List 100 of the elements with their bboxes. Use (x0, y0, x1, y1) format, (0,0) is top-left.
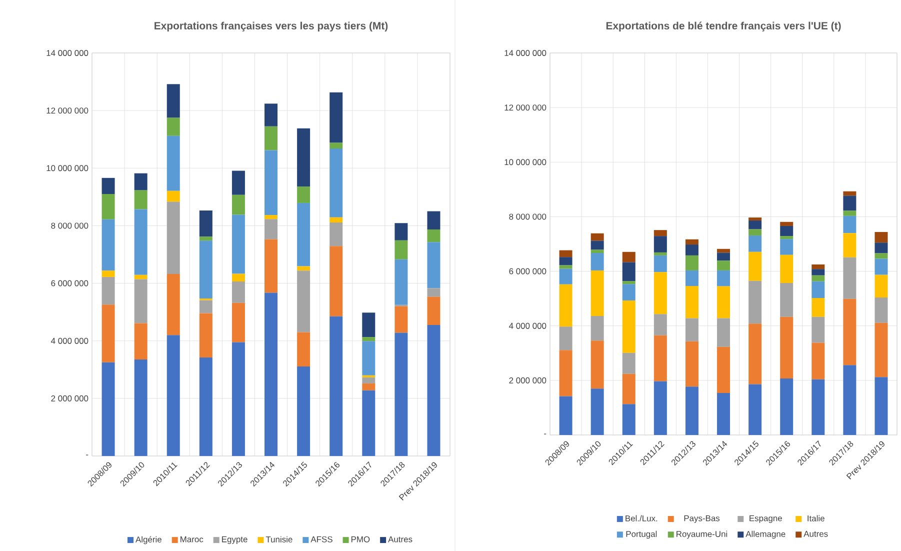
bar (362, 337, 376, 342)
bar (199, 313, 212, 358)
bar (748, 220, 762, 230)
bar (102, 219, 115, 271)
bar (134, 279, 148, 324)
bar (590, 252, 604, 270)
bar (427, 211, 440, 230)
bar (297, 332, 310, 366)
bar (780, 283, 794, 317)
bar (780, 226, 794, 236)
legend-label: Espagne (750, 515, 782, 523)
bar (590, 388, 604, 435)
bar (590, 340, 604, 389)
bar (843, 216, 856, 234)
bar (685, 386, 698, 435)
bar (654, 255, 667, 272)
bar (685, 286, 698, 318)
bar (232, 170, 245, 195)
legend-label: Autres (388, 536, 412, 542)
bar (654, 230, 667, 236)
y-tick-label: 12 000 000 (46, 108, 88, 114)
bar (654, 272, 667, 314)
bar (427, 288, 440, 297)
bar (362, 312, 376, 338)
bar (166, 190, 180, 202)
bar (590, 250, 604, 253)
bar (874, 322, 888, 378)
bar (102, 362, 115, 456)
bar (843, 365, 856, 435)
bar (685, 270, 698, 286)
y-tick-label: 10 000 000 (46, 165, 88, 172)
bar (134, 190, 148, 210)
bar (264, 126, 278, 150)
bar (812, 342, 825, 380)
bar (748, 280, 762, 324)
bar (166, 118, 180, 136)
bar (232, 194, 245, 215)
bar (843, 210, 856, 216)
bar (622, 284, 636, 300)
bar (748, 229, 762, 236)
bar (134, 323, 148, 360)
y-tick-label: 6 000 000 (51, 280, 88, 286)
bar (330, 246, 343, 316)
bar (622, 374, 636, 404)
y-tick-label: 10 000 000 (504, 159, 546, 166)
bar (812, 281, 825, 298)
bar (559, 396, 572, 435)
bar (812, 269, 825, 276)
bar (362, 383, 376, 390)
chart-title: Exportations de blé tendre français vers l'UE (t) (606, 22, 841, 32)
bar (427, 229, 440, 242)
bar (748, 384, 762, 435)
bar (717, 248, 730, 253)
bar (102, 276, 115, 305)
bar (166, 335, 180, 456)
y-tick-label: 4 000 000 (509, 322, 546, 329)
bar (394, 332, 408, 456)
bar (559, 326, 572, 350)
bar (780, 236, 794, 240)
bar (362, 390, 376, 456)
y-tick-label: - (86, 454, 88, 456)
y-tick-label: 14 000 000 (46, 50, 88, 56)
bar (717, 346, 730, 393)
bar (330, 316, 343, 456)
bar (559, 265, 572, 269)
legend-label: Portugal (626, 530, 657, 539)
bar (232, 342, 245, 456)
y-tick-label: 8 000 000 (509, 214, 546, 220)
bar (330, 217, 343, 223)
bar (812, 379, 825, 435)
bar (297, 128, 310, 187)
bar (843, 298, 856, 366)
bar (232, 282, 245, 303)
bar (102, 178, 115, 194)
y-tick-label: 2 000 000 (509, 377, 546, 384)
bar (590, 270, 604, 316)
bar (166, 202, 180, 274)
bar (622, 352, 636, 374)
bar (264, 104, 278, 126)
bar (874, 242, 888, 254)
legend-label: Egypte (222, 536, 248, 544)
bar (780, 254, 794, 283)
bar (362, 341, 376, 376)
bar (812, 264, 825, 270)
bar (622, 262, 636, 282)
bar (874, 253, 888, 259)
bar (748, 324, 762, 384)
bar (843, 196, 856, 211)
y-tick-label: 12 000 000 (504, 104, 546, 111)
bar (394, 259, 408, 305)
bar (654, 252, 667, 256)
y-tick-label: 2 000 000 (51, 395, 88, 402)
bar (264, 239, 278, 293)
bar (654, 236, 667, 252)
bar (102, 304, 115, 362)
bar (330, 148, 343, 218)
bar (874, 258, 888, 275)
y-tick-label: 8 000 000 (51, 222, 88, 229)
bar (812, 298, 825, 317)
bar (559, 284, 572, 327)
